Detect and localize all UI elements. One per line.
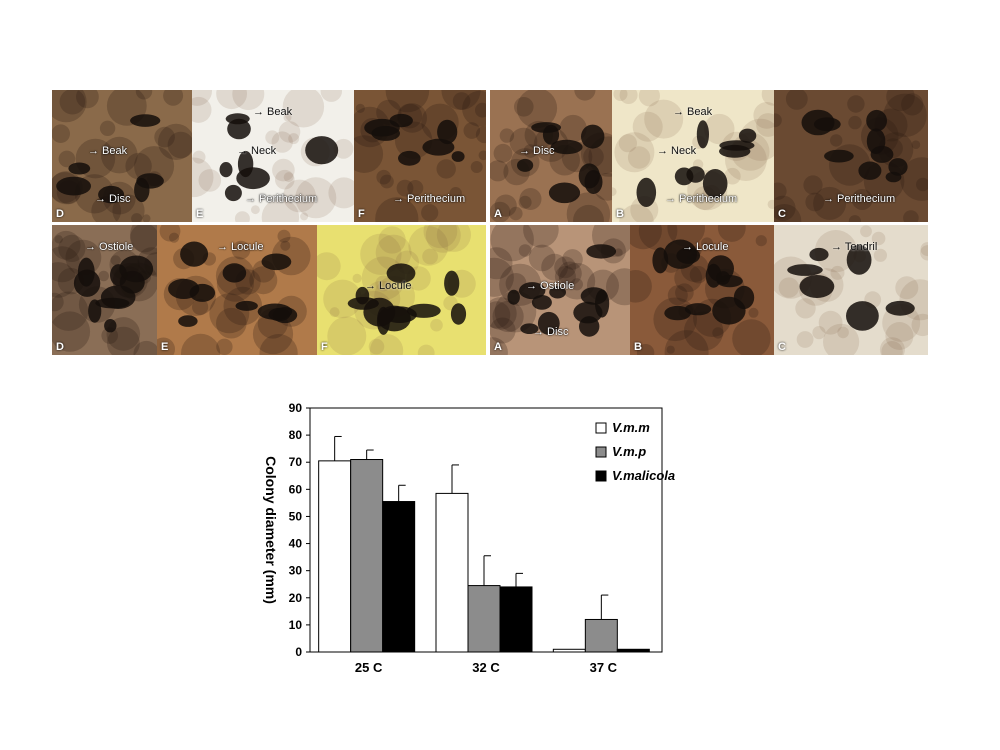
micrograph-panel-top-left-F: → Perithecium F [354, 90, 486, 222]
y-tick-label: 50 [289, 509, 303, 523]
panel-letter: B [634, 341, 642, 353]
bar [382, 501, 416, 653]
y-tick-label: 70 [289, 455, 303, 469]
bar [616, 648, 650, 653]
legend-swatch [595, 470, 607, 482]
micrograph-panel-top-right-A: → Disc A [490, 90, 612, 222]
bar [350, 459, 384, 653]
panel-letter: C [778, 341, 786, 353]
annotation-label: → Locule [682, 241, 729, 253]
micrograph-panel-bottom-left-E: → Locule E [157, 225, 317, 355]
bar [552, 648, 586, 653]
panel-letter: E [161, 341, 169, 353]
y-tick-label: 60 [289, 482, 303, 496]
annotation-label: → Ostiole [526, 280, 575, 292]
y-tick-label: 80 [289, 428, 303, 442]
bar [467, 585, 501, 653]
annotation-label: → Locule [217, 241, 264, 253]
micrograph-panel-bottom-right-C: → Tendril C [774, 225, 928, 355]
panel-letter: C [778, 208, 786, 220]
micrograph-image [192, 90, 354, 222]
micrograph-panel-top-right-B: → Beak → Neck → Perithecium B [612, 90, 774, 222]
bar [435, 492, 469, 653]
y-tick-label: 10 [289, 618, 303, 632]
panel-letter: B [616, 208, 624, 220]
panel-letter: E [196, 208, 204, 220]
panel-letter: F [358, 208, 365, 220]
annotation-label: → Beak [88, 145, 128, 157]
y-axis-label: Colony diameter (mm) [263, 456, 279, 604]
micrograph-image [774, 90, 928, 222]
y-tick-label: 90 [289, 401, 303, 415]
micrograph-panel-bottom-right-B: → Locule B [630, 225, 774, 355]
bar [499, 586, 533, 653]
y-tick-label: 0 [295, 645, 302, 659]
annotation-label: → Beak [673, 106, 713, 118]
panel-letter: F [321, 341, 328, 353]
x-tick-label: 25 C [355, 660, 383, 675]
annotation-label: → Beak [253, 106, 293, 118]
annotation-label: → Locule [365, 280, 412, 292]
x-tick-label: 37 C [590, 660, 618, 675]
micrograph-panel-top-left-E: → Beak → Neck → Perithecium E [192, 90, 354, 222]
micrograph-panel-top-right-C: → Perithecium C [774, 90, 928, 222]
y-tick-label: 20 [289, 591, 303, 605]
micrograph-image [354, 90, 486, 222]
micrograph-image [52, 225, 157, 355]
micrograph-image [317, 225, 476, 355]
legend-label: V.m.m [612, 420, 650, 435]
annotation-label: → Perithecium [665, 193, 738, 205]
y-tick-label: 30 [289, 564, 303, 578]
panel-letter: D [56, 341, 64, 353]
bar [318, 460, 352, 653]
annotation-label: → Neck [237, 145, 277, 157]
colony-diameter-chart: 0 10 20 30 40 50 60 70 80 90 Colony diameter (mm) 2… [250, 398, 680, 686]
annotation-label: → Disc [533, 326, 569, 338]
annotation-label: → Neck [657, 145, 697, 157]
panel-letter: A [494, 341, 502, 353]
micrograph-image [774, 225, 928, 355]
legend-label: V.malicola [612, 468, 675, 483]
y-tick-label: 40 [289, 537, 303, 551]
micrograph-image [630, 225, 771, 355]
legend-label: V.m.p [612, 444, 646, 459]
micrograph-image [52, 90, 192, 222]
panel-letter: A [494, 208, 502, 220]
micrograph-image [612, 90, 774, 222]
bar [584, 618, 618, 653]
micrograph-panel-bottom-right-A: → Ostiole → Disc A [490, 225, 630, 355]
micrograph-panel-top-left-D: → Beak → Disc D [52, 90, 192, 222]
annotation-label: → Ostiole [85, 241, 134, 253]
annotation-label: → Disc [95, 193, 131, 205]
legend-swatch [595, 446, 607, 458]
panel-letter: D [56, 208, 64, 220]
micrograph-grid: → Beak → Disc D → Beak → Neck → Perithecium E →… [52, 90, 928, 355]
micrograph-image [490, 225, 630, 355]
legend-swatch [595, 422, 607, 434]
annotation-label: → Tendril [831, 241, 878, 253]
x-tick-label: 32 C [472, 660, 500, 675]
annotation-label: → Disc [519, 145, 555, 157]
micrograph-panel-bottom-left-D: → Ostiole D [52, 225, 157, 355]
annotation-label: → Perithecium [393, 193, 466, 205]
micrograph-image [157, 225, 311, 355]
micrograph-image [490, 90, 612, 222]
chart-svg: 0 10 20 30 40 50 60 70 80 90 Colony diameter (mm) 2… [263, 401, 675, 675]
micrograph-panel-bottom-left-F: → Locule F [317, 225, 486, 355]
annotation-label: → Perithecium [245, 193, 318, 205]
annotation-label: → Perithecium [823, 193, 896, 205]
